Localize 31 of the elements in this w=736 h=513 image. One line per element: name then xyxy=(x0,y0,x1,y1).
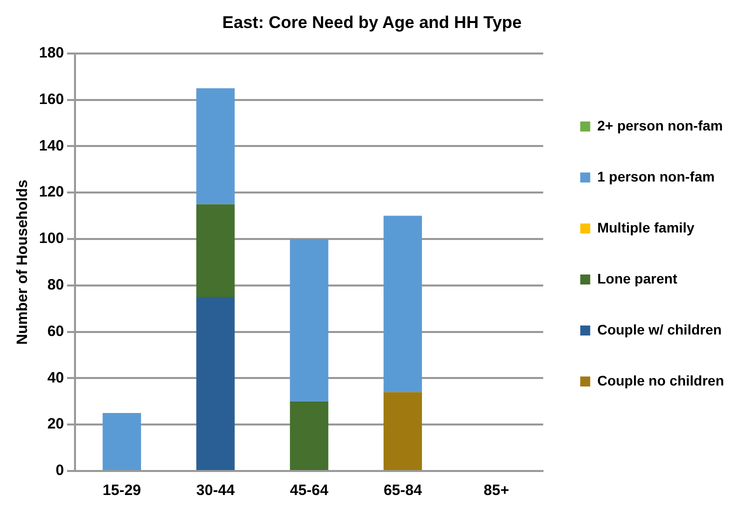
x-tick-label: 85+ xyxy=(484,482,510,500)
y-tick-label: 100 xyxy=(38,230,64,248)
legend-label: Couple no children xyxy=(597,372,724,388)
legend-label: Couple w/ children xyxy=(597,321,722,338)
bar xyxy=(384,392,422,470)
bar xyxy=(196,204,235,297)
legend-label: 2+ person non-fam xyxy=(597,117,723,134)
chart-title: East: Core Need by Age and HH Type xyxy=(222,12,522,32)
bar xyxy=(290,401,328,470)
bar xyxy=(102,413,142,470)
bar xyxy=(384,216,422,392)
y-tick-label: 0 xyxy=(56,462,64,480)
y-tick-label: 20 xyxy=(47,416,64,433)
y-tick-label: 140 xyxy=(38,137,64,154)
y-tick-label: 160 xyxy=(38,90,64,108)
y-tick-label: 40 xyxy=(47,369,64,386)
bar xyxy=(196,88,235,204)
bar xyxy=(290,239,328,402)
y-axis-title: Number of Households xyxy=(14,180,32,345)
y-tick-label: 120 xyxy=(38,184,64,201)
y-tick-label: 60 xyxy=(47,322,64,340)
x-tick-label: 30-44 xyxy=(196,482,236,500)
legend-label: 1 person non-fam xyxy=(597,168,715,184)
bar xyxy=(196,297,235,470)
y-tick-label: 180 xyxy=(38,44,64,62)
x-tick-label: 15-29 xyxy=(102,482,142,500)
x-tick-label: 45-64 xyxy=(290,482,329,500)
x-tick-label: 65-84 xyxy=(384,482,423,500)
y-tick-label: 80 xyxy=(47,276,64,294)
legend-label: Multiple family xyxy=(597,219,695,236)
legend-label: Lone parent xyxy=(597,270,678,286)
